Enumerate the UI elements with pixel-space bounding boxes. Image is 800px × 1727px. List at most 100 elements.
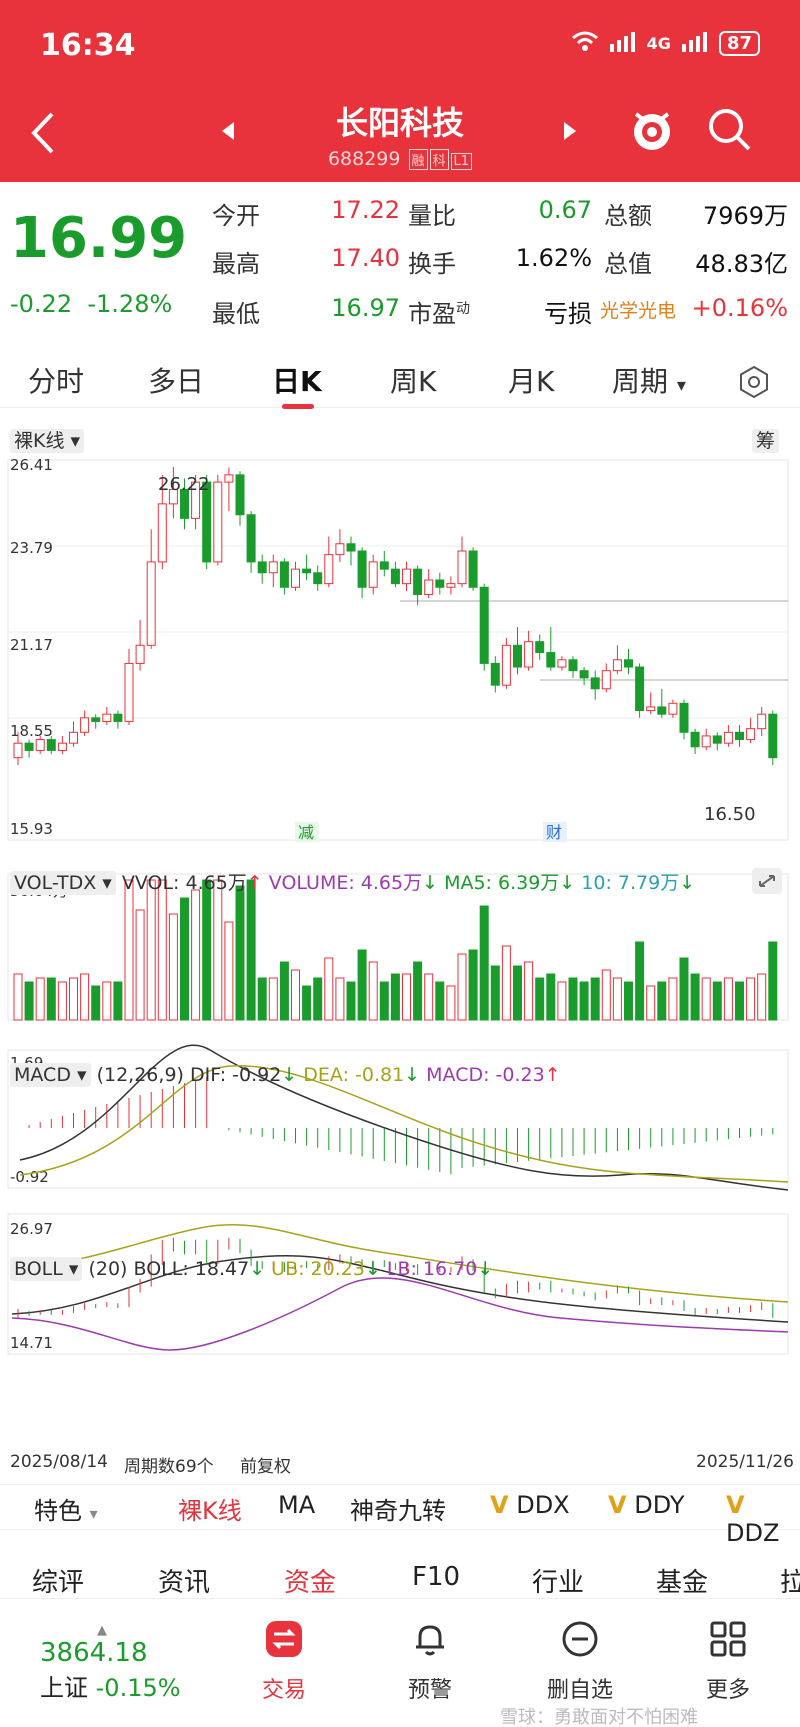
indicator-nine-turn[interactable]: 神奇九转 [350, 1497, 446, 1525]
candle [590, 677, 600, 690]
index-widget[interactable]: ▲ 3864.18 上证 -0.15% [40, 1623, 190, 1703]
prev-stock-icon[interactable] [220, 120, 236, 146]
volume-bar [457, 953, 467, 1021]
volume-bar [768, 941, 778, 1021]
settings-hex-icon[interactable] [736, 364, 772, 404]
candle [180, 488, 189, 519]
trade-icon [252, 1619, 316, 1668]
candle [202, 481, 212, 563]
volume-bar [479, 905, 489, 1021]
tab-multiday[interactable]: 多日 [148, 365, 205, 398]
volume-bar [202, 879, 212, 1021]
remove-watchlist-button[interactable]: 删自选 [540, 1619, 620, 1704]
tab-intraday[interactable]: 分时 [28, 365, 85, 398]
volume-bar [213, 879, 223, 1021]
more-button[interactable]: 更多 [696, 1619, 760, 1704]
wifi-icon [571, 30, 599, 57]
amount-value: 7969万 [702, 202, 788, 230]
candle [124, 662, 134, 722]
candle [291, 568, 300, 588]
tab-period[interactable]: 周期 ▾ [612, 365, 686, 398]
caret-up-icon: ▲ [97, 1623, 107, 1638]
boll-candles [17, 1237, 774, 1318]
volume-bar [91, 985, 101, 1021]
macd-select[interactable]: MACD ▾ [10, 1063, 91, 1087]
low-label: 最低 [212, 300, 260, 328]
adjust-mode[interactable]: 前复权 [240, 1457, 291, 1477]
boll-select[interactable]: BOLL ▾ [10, 1257, 83, 1281]
volume-bar [168, 913, 178, 1021]
info-tab-fund[interactable]: 基金 [656, 1568, 709, 1598]
alert-button[interactable]: 预警 [398, 1619, 462, 1704]
indicator-naked-k[interactable]: 裸K线 [178, 1497, 242, 1525]
volume-bar [546, 973, 556, 1021]
candle [690, 731, 700, 748]
volume-bar [590, 977, 600, 1021]
info-tab-industry[interactable]: 行业 [532, 1568, 585, 1598]
next-stock-icon[interactable] [562, 120, 578, 146]
back-icon[interactable] [28, 110, 58, 160]
kline-type-select[interactable]: 裸K线 ▾ [10, 426, 85, 453]
expand-icon[interactable] [752, 868, 782, 898]
tab-monthly-k[interactable]: 月K [508, 365, 555, 398]
candle [46, 739, 56, 751]
info-tab-news[interactable]: 资讯 [158, 1568, 211, 1598]
mktcap-value: 48.83亿 [695, 250, 788, 278]
vol-select[interactable]: VOL-TDX ▾ [10, 871, 116, 895]
candle [268, 561, 278, 574]
candle [701, 735, 711, 748]
volume-bar [368, 961, 378, 1021]
search-icon[interactable] [706, 106, 752, 156]
volume-bar [46, 977, 56, 1021]
stock-code: 688299 [327, 148, 401, 170]
volume-bar [746, 977, 756, 1021]
info-tab-more[interactable]: 拉 [780, 1568, 800, 1598]
info-tab-f10[interactable]: F10 [412, 1562, 461, 1592]
candle [135, 644, 145, 664]
indicator-ddx[interactable]: V DDX [490, 1491, 570, 1519]
mascot-icon[interactable] [628, 104, 676, 156]
candle [490, 662, 500, 686]
candle [413, 568, 423, 596]
candle [746, 728, 756, 741]
indicator-ma[interactable]: MA [278, 1491, 316, 1519]
info-tab-funds[interactable]: 资金 [284, 1568, 337, 1598]
candle [568, 659, 578, 672]
volume-bar [535, 977, 545, 1021]
open-label: 今开 [212, 202, 260, 230]
turnover-value: 1.62% [515, 244, 592, 272]
candle [612, 659, 622, 672]
volume-bar [191, 889, 201, 1021]
event-badge-report[interactable] [543, 822, 567, 842]
macd-dea-line [19, 1064, 789, 1183]
candle [424, 579, 434, 596]
high-value: 17.40 [331, 244, 400, 272]
candle [168, 488, 178, 505]
info-tab-overview[interactable]: 综评 [32, 1568, 85, 1598]
boll-ub-line [11, 1224, 789, 1303]
volume-bar [24, 981, 34, 1021]
candle [91, 717, 101, 722]
tag-margin: 融 [408, 149, 428, 170]
candle [501, 644, 511, 686]
candle [279, 561, 289, 588]
event-badge-reduce[interactable] [295, 822, 319, 842]
high-marker-label: 26.22 [158, 474, 210, 495]
boll-lb-line [11, 1277, 789, 1351]
indicator-featured[interactable]: 特色 ▾ [34, 1497, 98, 1525]
trade-button[interactable]: 交易 [252, 1619, 316, 1704]
sector-name[interactable]: 光学光电 [600, 300, 677, 322]
period-tabs: 分时 多日 日K 周K 月K 周期 ▾ [0, 352, 800, 409]
kline-ytick-4: 15.93 [10, 820, 53, 838]
stock-code-line: 688299 融科 L1 [0, 148, 800, 170]
chip-distribution-button[interactable]: 筹 [752, 426, 780, 453]
volume-bar [335, 977, 345, 1021]
volume-bar [13, 973, 23, 1021]
volume-bar [712, 981, 722, 1021]
indicator-ddy[interactable]: V DDY [608, 1491, 685, 1519]
volume-bar [646, 985, 656, 1021]
minus-circle-icon [540, 1619, 620, 1668]
indicator-ddz[interactable]: V DDZ [726, 1491, 780, 1547]
tab-weekly-k[interactable]: 周K [390, 365, 437, 398]
tab-daily-k[interactable]: 日K [272, 365, 322, 398]
